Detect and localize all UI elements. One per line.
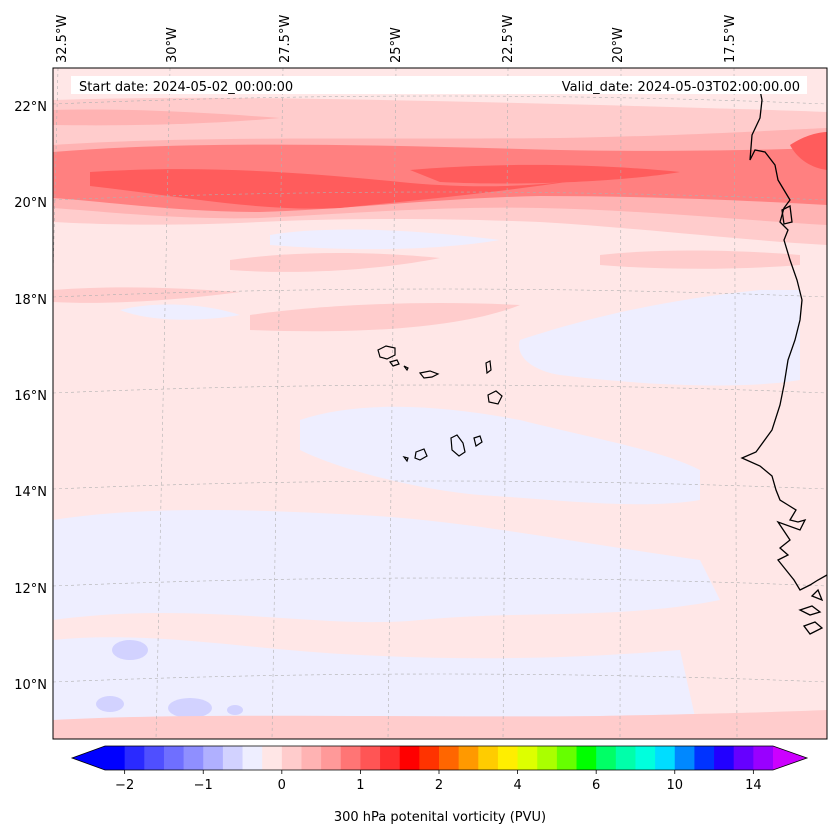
valid-date-label: Valid_date: 2024-05-03T02:00:00.00 <box>562 80 800 95</box>
colorbar-cell <box>439 746 460 770</box>
lat-label: 20°N <box>14 196 47 211</box>
colorbar-cell <box>380 746 401 770</box>
colorbar-cell <box>163 746 185 770</box>
lon-label: 20°W <box>611 27 626 63</box>
colorbar-cell <box>242 746 263 770</box>
lat-label: 18°N <box>14 293 47 308</box>
colorbar-cell <box>655 746 676 770</box>
lon-label: 32.5°W <box>55 15 70 63</box>
lat-label: 12°N <box>14 582 47 597</box>
colorbar-outline <box>70 745 809 771</box>
colorbar-cell <box>674 746 695 770</box>
colorbar-cell <box>556 746 578 770</box>
colorbar-cell <box>360 746 381 770</box>
colorbar-cell <box>419 746 440 770</box>
pv-jet-core <box>90 132 827 209</box>
lon-label: 25°W <box>389 27 404 63</box>
colorbar-ticks: −2 −1 0 1 2 4 6 10 14 <box>115 770 762 793</box>
colorbar-tick-label: 6 <box>592 778 600 793</box>
colorbar-cell <box>753 746 774 770</box>
colorbar-cell <box>321 746 342 770</box>
lon-label: 22.5°W <box>501 15 516 63</box>
lon-label: 17.5°W <box>723 15 738 63</box>
colorbar-tick-label: 1 <box>356 778 364 793</box>
colorbar-cell <box>733 746 754 770</box>
colorbar-cell <box>478 746 499 770</box>
map-frame <box>52 67 828 740</box>
colorbar-cell <box>635 746 656 770</box>
colorbar-cell <box>399 746 420 770</box>
start-date-label: Start date: 2024-05-02_00:00:00 <box>79 80 293 95</box>
colorbar-cell <box>105 746 126 770</box>
colorbar-cell <box>222 746 244 770</box>
header-box <box>71 76 807 94</box>
african-coastline <box>740 79 827 635</box>
colorbar-tick-label: −1 <box>194 778 213 793</box>
colorbar-cell <box>183 746 204 770</box>
colorbar-tick-label: −2 <box>115 778 134 793</box>
latitude-labels: 22°N 20°N 18°N 16°N 14°N 12°N 10°N <box>14 100 47 693</box>
colorbar-tick-label: 10 <box>666 778 683 793</box>
colorbar-tick-label: 14 <box>745 778 762 793</box>
colorbar-cell <box>576 746 597 770</box>
lat-label: 14°N <box>14 485 47 500</box>
colorbar-tick-label: 0 <box>278 778 286 793</box>
lat-label: 10°N <box>14 678 47 693</box>
colorbar-high-extension <box>773 746 807 770</box>
colorbar-cell <box>281 746 302 770</box>
colorbar-title: 300 hPa potenital vorticity (PVU) <box>334 810 546 825</box>
colorbar-cell <box>203 746 224 770</box>
colorbar-cell <box>517 746 538 770</box>
colorbar-cell <box>340 746 361 770</box>
pv-low-regions <box>53 229 800 739</box>
colorbar-cell <box>144 746 165 770</box>
colorbar-cell <box>537 746 558 770</box>
lat-label: 16°N <box>14 389 47 404</box>
colorbar-cell <box>458 746 479 770</box>
longitude-labels: 32.5°W 30°W 27.5°W 25°W 22.5°W 20°W 17.5… <box>55 15 738 63</box>
cape-verde-islands <box>377 345 503 463</box>
colorbar-cell <box>714 746 735 770</box>
colorbar-cell <box>124 746 145 770</box>
colorbar-tick-label: 4 <box>513 778 521 793</box>
lon-label: 30°W <box>165 27 180 63</box>
colorbar-cell <box>694 746 715 770</box>
colorbar-tick-label: 2 <box>435 778 443 793</box>
colorbar-cell <box>301 746 322 770</box>
colorbar-cell <box>596 746 617 770</box>
colorbar: −2 −1 0 1 2 4 6 10 14 300 hPa potenital vorticit… <box>70 745 809 825</box>
pv-field <box>53 68 827 739</box>
lat-label: 22°N <box>14 100 47 115</box>
colorbar-low-extension <box>72 746 105 770</box>
colorbar-cell <box>262 746 283 770</box>
graticule <box>53 68 827 739</box>
lon-label: 27.5°W <box>278 15 293 63</box>
colorbar-cell <box>497 746 519 770</box>
colorbar-cell <box>615 746 636 770</box>
